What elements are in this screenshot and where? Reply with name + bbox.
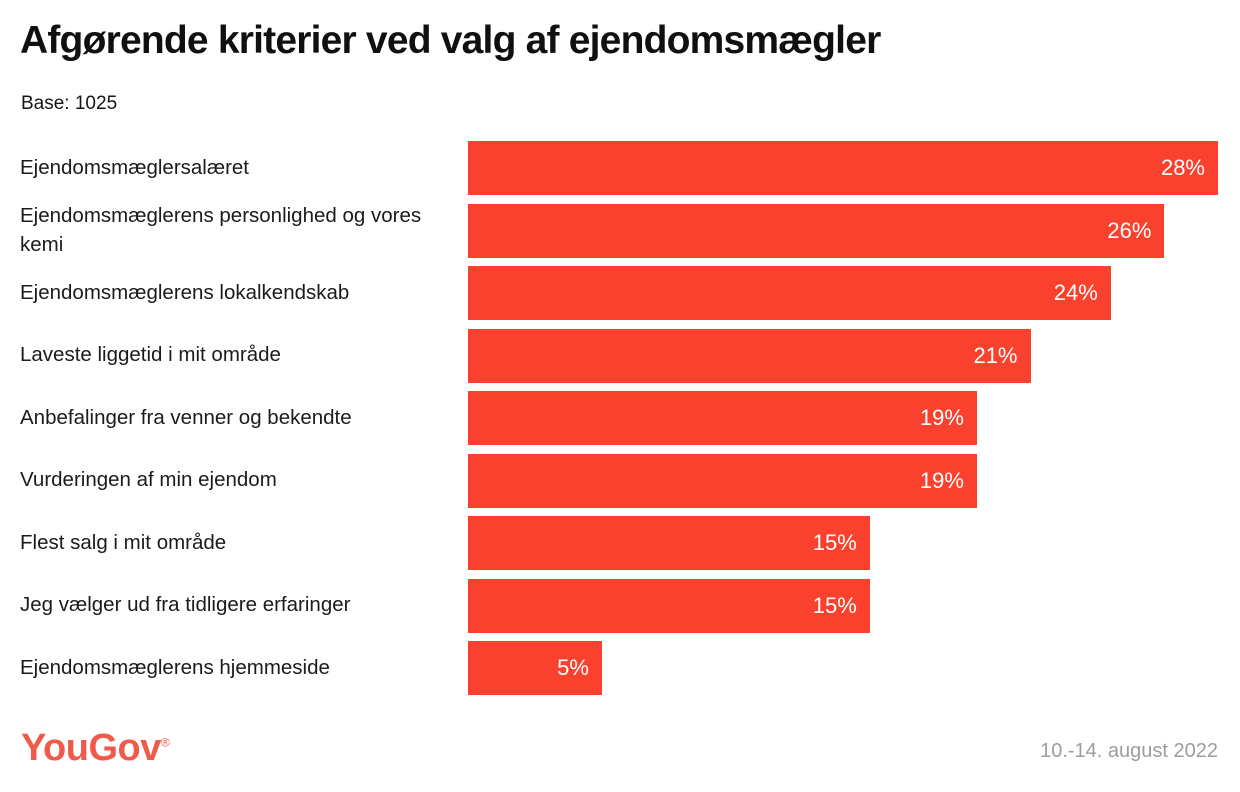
category-label: Flest salg i mit område xyxy=(20,530,227,554)
bar-track: 15% xyxy=(468,578,1218,633)
bar-row: Jeg vælger ud fra tidligere erfaringer 15… xyxy=(20,578,1218,633)
bar-track: 28% xyxy=(468,141,1218,195)
bar-row: Anbefalinger fra venner og bekendte 19% xyxy=(20,391,1218,445)
bar-row: Laveste liggetid i mit område 21% xyxy=(20,328,1218,383)
value-label: 15% xyxy=(812,530,857,555)
bar-track: 26% xyxy=(468,203,1218,258)
registered-trademark-icon: ® xyxy=(160,735,170,750)
bar-track: 15% xyxy=(468,516,1218,570)
bar-track: 21% xyxy=(468,328,1218,383)
category-label: Vurderingen af min ejendom xyxy=(20,468,277,492)
value-label: 21% xyxy=(973,342,1018,368)
yougov-logo: YouGov® xyxy=(21,727,170,769)
category-label: Ejendomsmæglerens hjemmeside xyxy=(20,655,330,679)
bar: 26% xyxy=(468,203,1165,258)
bar-chart: Ejendomsmæglersalæret 28% Ejendomsmægleren… xyxy=(20,141,1218,695)
value-label: 26% xyxy=(1107,217,1152,243)
value-label: 19% xyxy=(919,405,964,430)
category-label: Ejendomsmæglerens lokalkendskab xyxy=(20,280,350,304)
bar-row: Vurderingen af min ejendom 19% xyxy=(20,453,1218,508)
bar: 21% xyxy=(468,328,1031,383)
bar-track: 5% xyxy=(468,641,1218,695)
logo-text: YouGov xyxy=(21,727,161,769)
bar: 28% xyxy=(468,141,1218,195)
bar: 15% xyxy=(468,578,870,633)
category-label: Ejendomsmæglerens personlighed og vores … xyxy=(20,204,422,256)
bar-row: Ejendomsmæglersalæret 28% xyxy=(20,141,1218,195)
category-label: Ejendomsmæglersalæret xyxy=(20,155,250,179)
bar: 15% xyxy=(468,516,870,570)
value-label: 15% xyxy=(812,592,857,618)
bar: 24% xyxy=(468,266,1111,320)
value-label: 28% xyxy=(1160,155,1205,180)
fieldwork-date: 10.-14. august 2022 xyxy=(1040,740,1218,762)
bar: 19% xyxy=(468,453,977,508)
bar-row: Ejendomsmæglerens hjemmeside 5% xyxy=(20,641,1218,695)
bar-row: Ejendomsmæglerens personlighed og vores … xyxy=(20,203,1218,258)
bar-row: Flest salg i mit område 15% xyxy=(20,516,1218,570)
category-label: Laveste liggetid i mit område xyxy=(20,343,281,367)
bar: 5% xyxy=(468,641,602,695)
bar-track: 19% xyxy=(468,391,1218,445)
value-label: 24% xyxy=(1053,280,1098,305)
value-label: 19% xyxy=(919,467,964,493)
bar: 19% xyxy=(468,391,977,445)
value-label: 5% xyxy=(557,655,589,680)
bar-track: 19% xyxy=(468,453,1218,508)
category-label: Anbefalinger fra venner og bekendte xyxy=(20,405,352,429)
bar-track: 24% xyxy=(468,266,1218,320)
page-title: Afgørende kriterier ved valg af ejendoms… xyxy=(20,19,881,62)
category-label: Jeg vælger ud fra tidligere erfaringer xyxy=(20,593,351,617)
bar-row: Ejendomsmæglerens lokalkendskab 24% xyxy=(20,266,1218,320)
sample-base-note: Base: 1025 xyxy=(21,93,118,114)
